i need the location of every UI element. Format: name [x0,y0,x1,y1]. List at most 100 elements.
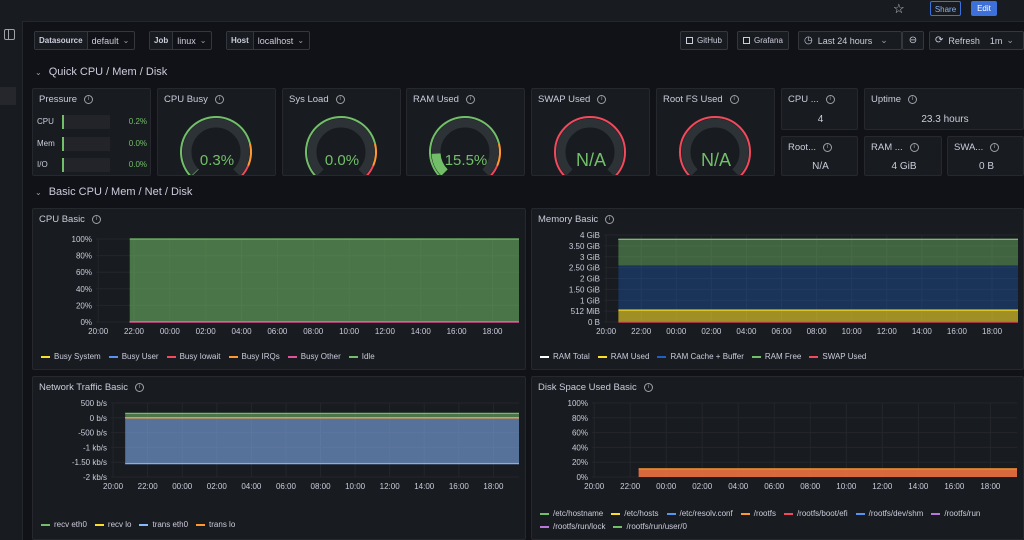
legend-item[interactable]: trans lo [196,518,235,531]
legend-item[interactable]: /etc/hostname [540,507,603,520]
info-icon[interactable]: i [135,382,145,392]
legend-item[interactable]: recv eth0 [41,518,87,531]
legend-item[interactable]: /etc/resolv.conf [666,507,733,520]
legend-item[interactable]: RAM Free [751,350,801,363]
host-variable[interactable]: Host localhost ⌄ [226,31,311,50]
legend-item[interactable]: /rootfs [740,507,776,520]
cpu-basic-panel[interactable]: CPU Basic i 100% 80% 60% 40% 20% 0% 20:00 22:00 0… [32,208,526,370]
gauge-panel-root-fs-used[interactable]: Root FS Used i N/A [656,88,775,176]
chart-title: Network Traffic Basic [39,382,129,393]
grafana-link-button[interactable]: Grafana [737,31,789,50]
chevron-down-icon: ⌄ [199,36,207,45]
x-tick-label: 22:00 [124,327,145,336]
legend-item[interactable]: /etc/hosts [611,507,659,520]
refresh-interval[interactable]: 1m [989,35,1003,46]
star-icon[interactable]: ☆ [893,1,905,16]
x-tick-label: 20:00 [596,327,617,336]
github-link-button[interactable]: GitHub [680,31,728,50]
legend-item[interactable]: recv lo [94,518,131,531]
legend-item[interactable]: /rootfs/run [931,507,980,520]
y-tick-label: 40% [572,443,588,452]
legend-item[interactable]: /rootfs/dev/shm [855,507,923,520]
gauge-track [556,118,624,175]
datasource-variable[interactable]: Datasource default ⌄ [34,31,136,50]
info-icon[interactable]: i [335,94,345,104]
info-icon[interactable]: i [84,94,94,104]
legend-swatch [108,355,118,358]
network-traffic-basic-panel[interactable]: Network Traffic Basic i 500 b/s 0 b/s -500 … [32,376,526,540]
gauge-panel-ram-used[interactable]: RAM Used i 15.5% [406,88,525,176]
stat-panel-cpu-cores[interactable]: CPU ... i 4 [781,88,858,130]
row-basic-cpu-mem-net-disk[interactable]: ⌄ Basic CPU / Mem / Net / Disk [35,186,192,198]
time-range-picker[interactable]: ◷ Last 24 hours ⌄ [798,31,902,50]
legend-swatch [931,512,941,515]
stat-panel-swap-total[interactable]: SWA... i 0 B [947,136,1024,176]
time-range-label: Last 24 hours [817,35,873,46]
legend-item[interactable]: Busy User [108,350,159,363]
info-icon[interactable]: i [825,94,835,104]
legend-item[interactable]: /rootfs/run/user/0 [613,520,687,533]
gauge-panel-swap-used[interactable]: SWAP Used i N/A [531,88,650,176]
gauge-panel-sys-load[interactable]: Sys Load i 0.0% [282,88,401,176]
y-tick-label: -1 kb/s [83,443,107,452]
chevron-down-icon: ⌄ [35,68,42,77]
info-icon[interactable]: i [597,94,607,104]
legend-item[interactable]: RAM Cache + Buffer [657,350,744,363]
legend-label: /rootfs/run/user/0 [626,522,687,531]
legend-item[interactable]: /rootfs/boot/efi [783,507,848,520]
legend-item[interactable]: Busy Iowait [166,350,221,363]
stat-panel-ram-total[interactable]: RAM ... i 4 GiB [864,136,942,176]
zoom-out-button[interactable]: ⊖ [902,31,924,50]
refresh-button[interactable]: ⟳ Refresh 1m ⌄ [929,31,1024,50]
pressure-label: I/O [37,160,48,169]
y-tick-label: -500 b/s [78,429,107,438]
x-tick-label: 02:00 [196,327,217,336]
left-rail [0,21,23,540]
share-button[interactable]: Share [930,1,961,16]
info-icon[interactable]: i [990,142,1000,152]
gauge-threshold-orange [496,143,501,167]
edit-button[interactable]: Edit [971,1,997,16]
legend-item[interactable]: trans eth0 [139,518,188,531]
legend-item[interactable]: Idle [348,350,375,363]
dock-icon[interactable] [4,29,15,40]
info-icon[interactable]: i [908,94,918,104]
info-icon[interactable]: i [465,94,475,104]
panel-title: CPU Busy i [164,94,224,105]
info-icon[interactable]: i [643,382,653,392]
memory-basic-panel[interactable]: Memory Basic i 4 GiB 3.50 GiB 3 GiB 2.50 GiB… [531,208,1024,370]
x-tick-label: 10:00 [339,327,360,336]
series-rootfs-area [638,468,1017,477]
datasource-value: default [91,35,119,46]
legend-item[interactable]: Busy System [41,350,101,363]
row-quick-cpu-mem-disk[interactable]: ⌄ Quick CPU / Mem / Disk [35,66,167,78]
legend-item[interactable]: Busy Other [287,350,341,363]
info-icon[interactable]: i [605,214,615,224]
pressure-panel[interactable]: Pressure i CPU 0.2% Mem 0.0% I/O 0.0% [32,88,151,176]
info-icon[interactable]: i [823,142,832,152]
job-variable[interactable]: Job linux ⌄ [149,31,213,50]
info-icon[interactable]: i [729,94,739,104]
info-icon[interactable]: i [214,94,224,104]
stat-panel-uptime[interactable]: Uptime i 23.3 hours [864,88,1024,130]
info-icon[interactable]: i [909,142,919,152]
gauge-panel-cpu-busy[interactable]: CPU Busy i 0.3% [157,88,276,176]
y-tick-label: 2 GiB [580,275,600,284]
x-tick-label: 12:00 [375,327,396,336]
pressure-bar [62,115,110,129]
legend-item[interactable]: /rootfs/run/lock [540,520,605,533]
gauge-threshold-orange [247,143,252,167]
disk-space-used-basic-panel[interactable]: Disk Space Used Basic i 100% 80% 60% 40% 20% 0… [531,376,1024,540]
legend-item[interactable]: Busy IRQs [228,350,280,363]
legend-item[interactable]: RAM Used [597,350,649,363]
chart-title: Disk Space Used Basic [538,382,637,393]
info-icon[interactable]: i [91,214,101,224]
pressure-row-io: I/O 0.0% [37,158,147,172]
legend-item[interactable]: RAM Total [540,350,590,363]
series-recv-eth0-area [125,413,519,418]
gauge [305,116,377,175]
legend-item[interactable]: SWAP Used [809,350,866,363]
x-tick-label: 02:00 [701,327,722,336]
stat-panel-rootfs-total[interactable]: Root... i N/A [781,136,858,176]
